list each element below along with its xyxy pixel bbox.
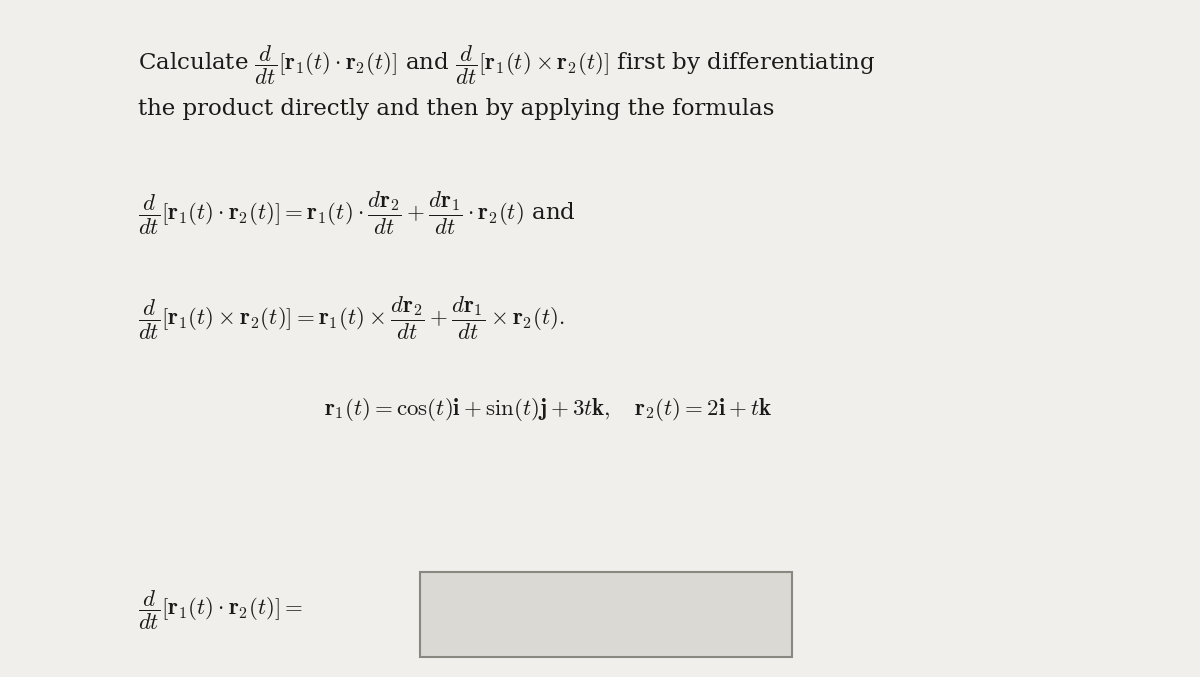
Text: $\dfrac{d}{dt}[\mathbf{r}_1(t) \cdot \mathbf{r}_2(t)] = \mathbf{r}_1(t) \cdot \d: $\dfrac{d}{dt}[\mathbf{r}_1(t) \cdot \ma… bbox=[138, 190, 576, 237]
Text: Calculate $\dfrac{d}{dt}[\mathbf{r}_1(t) \cdot \mathbf{r}_2(t)]$ and $\dfrac{d}{: Calculate $\dfrac{d}{dt}[\mathbf{r}_1(t)… bbox=[138, 44, 876, 87]
Text: $\mathbf{r}_1(t) = \cos(t)\mathbf{i} + \sin(t)\mathbf{j} + 3t\mathbf{k},\quad \m: $\mathbf{r}_1(t) = \cos(t)\mathbf{i} + \… bbox=[324, 396, 773, 423]
FancyBboxPatch shape bbox=[420, 572, 792, 657]
Text: the product directly and then by applying the formulas: the product directly and then by applyin… bbox=[138, 98, 774, 120]
Text: $\dfrac{d}{dt}[\mathbf{r}_1(t) \cdot \mathbf{r}_2(t)] =$: $\dfrac{d}{dt}[\mathbf{r}_1(t) \cdot \ma… bbox=[138, 589, 304, 632]
Text: $\dfrac{d}{dt}[\mathbf{r}_1(t) \times \mathbf{r}_2(t)] = \mathbf{r}_1(t) \times : $\dfrac{d}{dt}[\mathbf{r}_1(t) \times \m… bbox=[138, 294, 565, 342]
